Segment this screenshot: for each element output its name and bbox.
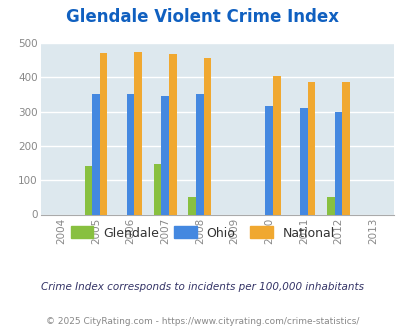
Bar	[100, 53, 107, 214]
Bar	[299, 109, 307, 214]
Bar	[84, 166, 92, 214]
Bar	[161, 96, 168, 214]
Legend: Glendale, Ohio, National: Glendale, Ohio, National	[66, 221, 339, 245]
Text: Glendale Violent Crime Index: Glendale Violent Crime Index	[66, 8, 339, 26]
Bar	[134, 52, 142, 214]
Bar	[203, 58, 211, 214]
Bar	[196, 94, 203, 214]
Bar	[168, 54, 176, 214]
Bar	[341, 82, 349, 214]
Bar	[153, 164, 161, 214]
Bar	[326, 197, 334, 215]
Bar	[272, 76, 280, 214]
Text: © 2025 CityRating.com - https://www.cityrating.com/crime-statistics/: © 2025 CityRating.com - https://www.city…	[46, 317, 359, 326]
Bar	[92, 94, 100, 214]
Bar	[334, 112, 341, 214]
Bar	[307, 82, 314, 214]
Bar	[265, 106, 272, 214]
Bar	[126, 94, 134, 214]
Text: Crime Index corresponds to incidents per 100,000 inhabitants: Crime Index corresponds to incidents per…	[41, 282, 364, 292]
Bar	[188, 197, 196, 215]
